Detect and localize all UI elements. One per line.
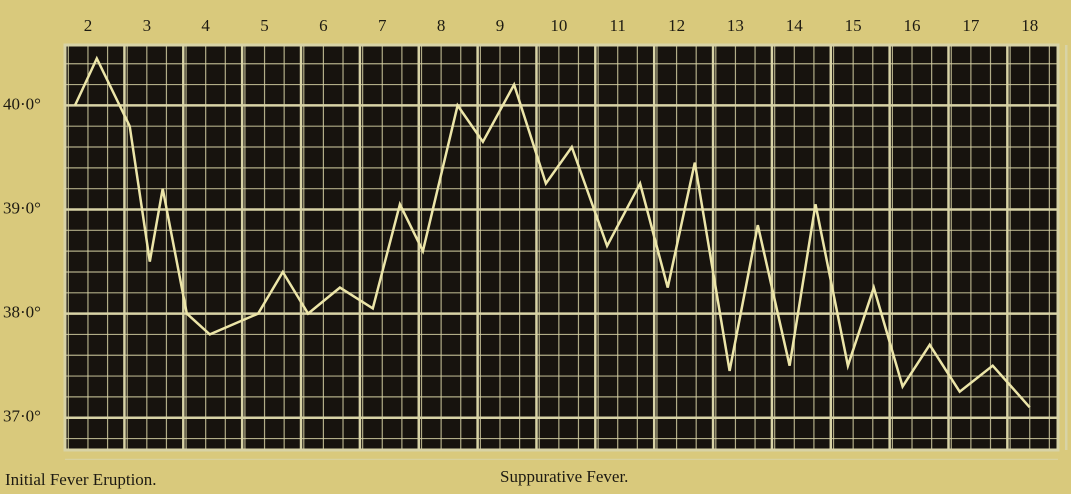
x-tick-label: 6 bbox=[319, 16, 328, 35]
x-tick-label: 12 bbox=[668, 16, 685, 35]
x-tick-label: 14 bbox=[786, 16, 804, 35]
x-tick-label: 2 bbox=[84, 16, 93, 35]
caption: Initial Fever Eruption. bbox=[5, 470, 157, 489]
caption: Suppurative Fever. bbox=[500, 467, 628, 486]
plot-frame bbox=[63, 43, 1060, 452]
x-tick-label: 4 bbox=[201, 16, 210, 35]
x-tick-label: 13 bbox=[727, 16, 744, 35]
x-tick-label: 16 bbox=[904, 16, 921, 35]
x-tick-label: 11 bbox=[610, 16, 626, 35]
temperature-line bbox=[73, 55, 1031, 409]
x-tick-label: 10 bbox=[550, 16, 567, 35]
y-tick-label: 39·0° bbox=[3, 198, 41, 217]
x-tick-label: 15 bbox=[845, 16, 862, 35]
x-tick-label: 3 bbox=[143, 16, 152, 35]
y-tick-label: 40·0° bbox=[3, 94, 41, 113]
x-tick-label: 18 bbox=[1021, 16, 1038, 35]
y-tick-label: 37·0° bbox=[3, 407, 41, 426]
x-tick-label: 5 bbox=[260, 16, 269, 35]
x-tick-label: 9 bbox=[496, 16, 505, 35]
x-tick-label: 7 bbox=[378, 16, 387, 35]
x-tick-label: 8 bbox=[437, 16, 446, 35]
y-tick-label: 38·0° bbox=[3, 303, 41, 322]
x-tick-label: 17 bbox=[962, 16, 980, 35]
